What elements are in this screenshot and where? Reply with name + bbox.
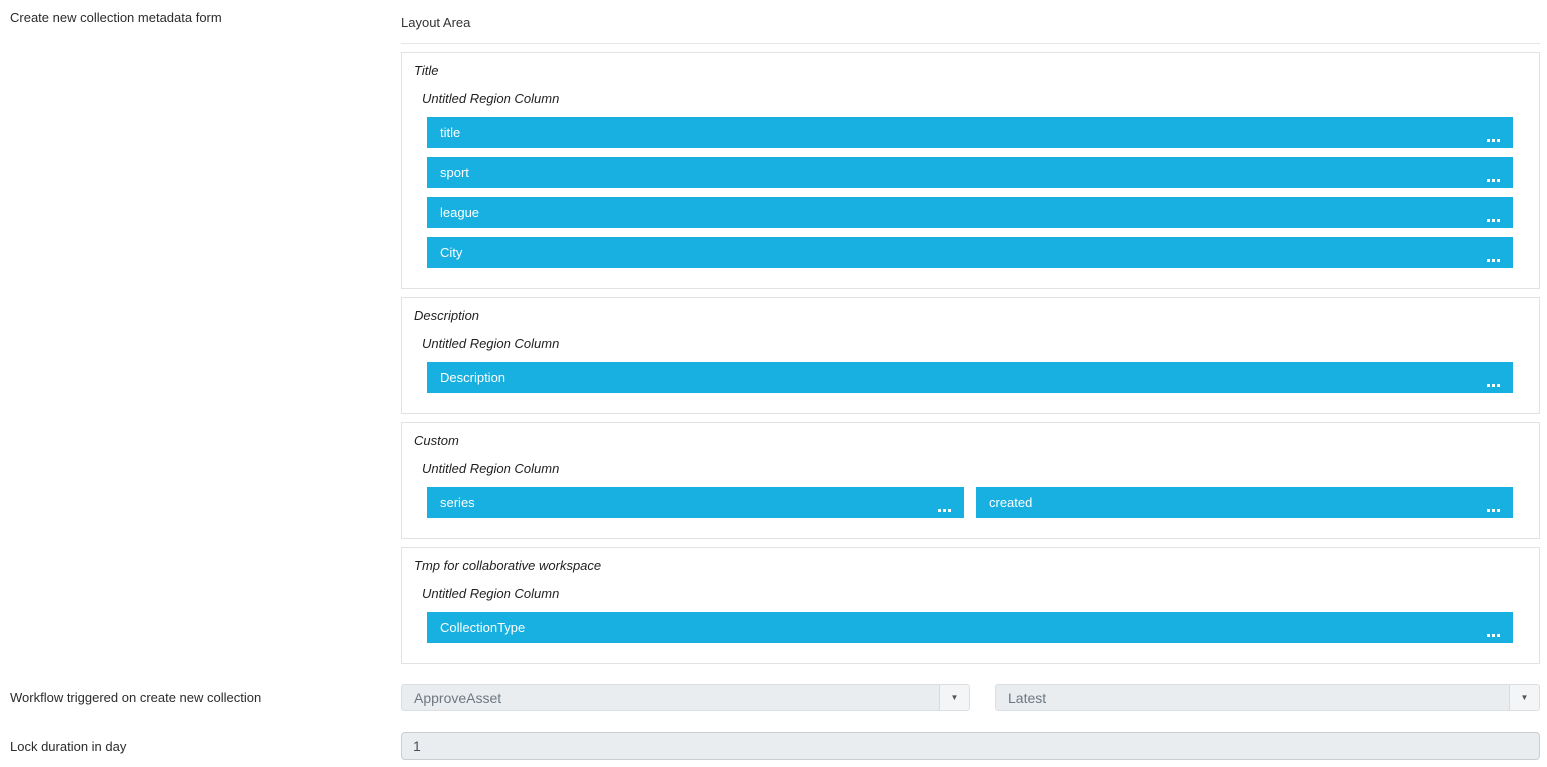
region-column-label: Untitled Region Column [422, 336, 560, 351]
chevron-down-icon[interactable]: ▼ [1509, 685, 1539, 710]
field-bar-league[interactable]: league [427, 197, 1513, 228]
field-label: title [440, 125, 461, 140]
workflow-controls: ApproveAsset ▼ Latest ▼ [401, 684, 1540, 711]
layout-area-divider [401, 43, 1540, 44]
chevron-down-icon[interactable]: ▼ [939, 685, 969, 710]
ellipsis-icon[interactable] [1487, 509, 1490, 512]
field-bar-description[interactable]: Description [427, 362, 1513, 393]
ellipsis-icon[interactable] [1487, 634, 1490, 637]
section-description: Description Untitled Region Column Descr… [401, 297, 1540, 414]
workflow-select-value: ApproveAsset [414, 689, 502, 706]
region-column-label: Untitled Region Column [422, 461, 560, 476]
field-bar-title[interactable]: title [427, 117, 1513, 148]
field-bar-sport[interactable]: sport [427, 157, 1513, 188]
lock-duration-label: Lock duration in day [10, 738, 127, 754]
lock-duration-row: Lock duration in day [0, 732, 1547, 760]
section-title-heading: Custom [414, 433, 459, 448]
section-title-heading: Title [414, 63, 439, 78]
field-list: title sport league City [427, 117, 1513, 268]
field-bar-collectiontype[interactable]: CollectionType [427, 612, 1513, 643]
workflow-version-select[interactable]: Latest ▼ [995, 684, 1540, 711]
lock-duration-input[interactable] [401, 732, 1540, 760]
section-title: Title Untitled Region Column title sport… [401, 52, 1540, 289]
section-title-heading: Tmp for collaborative workspace [414, 558, 602, 573]
field-bar-city[interactable]: City [427, 237, 1513, 268]
field-label: series [440, 495, 475, 510]
field-list: series created [427, 487, 1513, 518]
layout-area-row: Create new collection metadata form Layo… [10, 0, 1540, 664]
ellipsis-icon[interactable] [1487, 179, 1490, 182]
section-custom: Custom Untitled Region Column series cre… [401, 422, 1540, 539]
form-section-label: Create new collection metadata form [10, 10, 222, 25]
field-label: created [989, 495, 1033, 510]
field-label: City [440, 245, 463, 260]
field-bar-series[interactable]: series [427, 487, 964, 518]
region-column-label: Untitled Region Column [422, 586, 560, 601]
workflow-version-select-value: Latest [1008, 689, 1047, 706]
field-list: CollectionType [427, 612, 1513, 643]
field-label: CollectionType [440, 620, 526, 635]
section-title-heading: Description [414, 308, 480, 323]
ellipsis-icon[interactable] [1487, 219, 1490, 222]
region-column-label: Untitled Region Column [422, 91, 560, 106]
lock-duration-field-wrap [401, 732, 1540, 760]
layout-area-title: Layout Area [401, 15, 471, 30]
ellipsis-icon[interactable] [1487, 259, 1490, 262]
workflow-label: Workflow triggered on create new collect… [10, 690, 262, 705]
ellipsis-icon[interactable] [1487, 139, 1490, 142]
field-label: Description [440, 370, 506, 385]
workflow-select[interactable]: ApproveAsset ▼ [401, 684, 970, 711]
ellipsis-icon[interactable] [938, 509, 941, 512]
field-label: league [440, 205, 480, 220]
field-label: sport [440, 165, 469, 180]
field-list: Description [427, 362, 1513, 393]
ellipsis-icon[interactable] [1487, 384, 1490, 387]
section-tmp-collaborative-workspace: Tmp for collaborative workspace Untitled… [401, 547, 1540, 664]
field-bar-created[interactable]: created [976, 487, 1513, 518]
layout-area: Layout Area Title Untitled Region Column… [401, 0, 1540, 664]
workflow-row: Workflow triggered on create new collect… [0, 684, 1547, 711]
